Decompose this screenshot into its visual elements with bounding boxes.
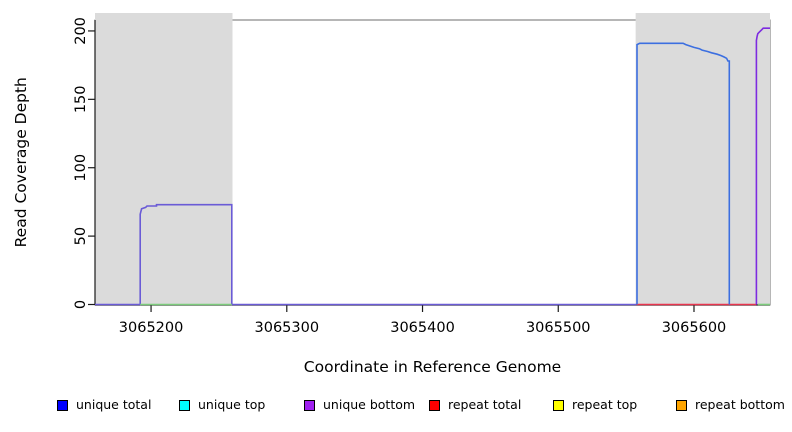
x-axis-title: Coordinate in Reference Genome (304, 358, 561, 376)
x-tick-label: 3065200 (119, 320, 184, 336)
series-line-3 (636, 42, 731, 305)
legend-item-repeat-bottom: repeat bottom (676, 396, 785, 414)
legend-item-unique-total: unique total (57, 396, 151, 414)
legend-swatch-icon (429, 399, 440, 411)
series-line-0 (95, 203, 637, 306)
y-axis-title: Read Coverage Depth (12, 77, 30, 247)
chart-legend: unique total unique top unique bottom repea… (0, 396, 792, 420)
x-tick-label: 3065400 (390, 320, 455, 336)
y-tick-label: 0 (73, 300, 89, 309)
legend-label: repeat bottom (695, 397, 785, 412)
x-tick-label: 3065500 (526, 320, 591, 336)
x-tick-label: 3065300 (255, 320, 320, 336)
legend-item-unique-top: unique top (179, 396, 265, 414)
y-tick-label: 200 (73, 17, 89, 45)
legend-swatch-icon (57, 399, 68, 411)
coverage-chart: 0 50 100 150 200 3065200 3065300 3065400 3065500… (12, 13, 771, 376)
legend-swatch-icon (304, 399, 315, 411)
x-tick-label: 3065600 (662, 320, 727, 336)
shaded-region (635, 13, 770, 305)
legend-label: unique bottom (323, 397, 416, 412)
legend-swatch-icon (676, 399, 687, 411)
legend-item-repeat-top: repeat top (553, 396, 637, 414)
legend-swatch-icon (553, 399, 564, 411)
legend-item-repeat-total: repeat total (429, 396, 521, 414)
series-line-4 (755, 27, 770, 305)
legend-label: repeat total (448, 397, 522, 412)
shaded-region (95, 13, 233, 305)
y-tick-label: 150 (73, 85, 89, 113)
y-tick-label: 100 (73, 154, 89, 182)
legend-swatch-icon (179, 399, 190, 411)
legend-label: unique total (76, 397, 152, 412)
legend-label: repeat top (572, 397, 638, 412)
legend-item-unique-bottom: unique bottom (304, 396, 415, 414)
y-tick-label: 50 (73, 227, 89, 245)
legend-label: unique top (198, 397, 266, 412)
